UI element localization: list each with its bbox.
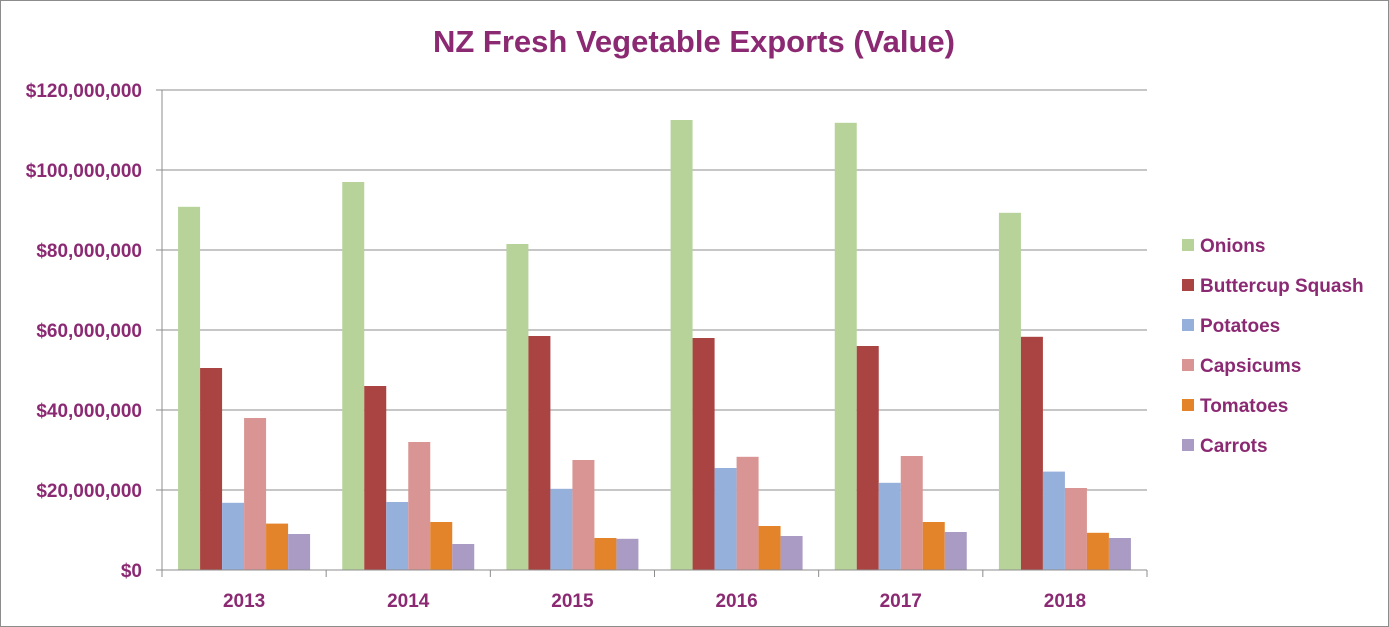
bar-potatoes-2018 <box>1042 471 1065 570</box>
bar-tomatoes-2018 <box>1086 532 1109 570</box>
y-tick-label: $120,000,000 <box>26 81 142 102</box>
bar-potatoes-2016 <box>714 468 737 570</box>
legend-label: Capsicums <box>1200 356 1301 377</box>
bar-capsicums-2014 <box>408 442 431 570</box>
legend-swatch <box>1182 399 1194 411</box>
bar-tomatoes-2017 <box>922 522 945 570</box>
y-tick-label: $80,000,000 <box>36 241 142 262</box>
y-tick-label: $60,000,000 <box>36 321 142 342</box>
legend-swatch <box>1182 279 1194 291</box>
y-tick-label: $20,000,000 <box>36 481 142 502</box>
bar-buttercup-squash-2017 <box>856 346 879 570</box>
bar-capsicums-2018 <box>1064 488 1087 570</box>
bar-onions-2017 <box>834 122 857 571</box>
legend-label: Carrots <box>1200 436 1268 457</box>
gridlines <box>162 89 1147 491</box>
chart-title: NZ Fresh Vegetable Exports (Value) <box>433 24 955 59</box>
bar-carrots-2016 <box>780 536 803 570</box>
legend-label: Buttercup Squash <box>1200 276 1364 297</box>
y-tick-label: $0 <box>121 561 142 582</box>
bar-carrots-2013 <box>288 534 311 570</box>
bar-potatoes-2015 <box>550 488 573 570</box>
bar-buttercup-squash-2015 <box>528 336 551 570</box>
bar-onions-2018 <box>998 212 1021 571</box>
bar-potatoes-2014 <box>386 502 409 570</box>
legend-swatch <box>1182 319 1194 331</box>
bar-buttercup-squash-2016 <box>692 338 715 570</box>
x-tick-label: 2013 <box>223 591 265 612</box>
bar-potatoes-2017 <box>878 482 901 570</box>
legend-swatch <box>1182 239 1194 251</box>
bars <box>178 120 1131 571</box>
bar-onions-2013 <box>178 206 201 571</box>
legend: Onions Buttercup Squash Potatoes Capsicums T… <box>1182 236 1364 457</box>
legend-label: Tomatoes <box>1200 396 1288 417</box>
legend-swatch <box>1182 359 1194 371</box>
bar-capsicums-2017 <box>900 456 923 570</box>
bar-capsicums-2015 <box>572 460 595 570</box>
bar-potatoes-2013 <box>222 502 245 570</box>
bar-capsicums-2013 <box>244 418 267 570</box>
bar-onions-2014 <box>342 182 365 570</box>
x-tick-label: 2014 <box>387 591 430 612</box>
bar-tomatoes-2016 <box>758 526 781 570</box>
bar-buttercup-squash-2018 <box>1020 336 1043 570</box>
x-tick-label: 2016 <box>715 591 757 612</box>
legend-swatch <box>1182 439 1194 451</box>
bar-tomatoes-2013 <box>266 523 289 570</box>
x-tick-label: 2018 <box>1044 591 1086 612</box>
bar-onions-2016 <box>670 120 693 570</box>
bar-tomatoes-2014 <box>430 522 453 570</box>
bar-carrots-2015 <box>616 538 639 570</box>
y-tick-label: $40,000,000 <box>36 401 142 422</box>
x-tick-label: 2015 <box>551 591 594 612</box>
x-tick-label: 2017 <box>880 591 922 612</box>
bar-buttercup-squash-2014 <box>364 386 387 570</box>
legend-label: Potatoes <box>1200 316 1280 337</box>
bar-tomatoes-2015 <box>594 538 617 570</box>
legend-label: Onions <box>1200 236 1265 257</box>
y-axis-ticks: $0 $20,000,000 $40,000,000 $60,000,000 $80,0… <box>26 81 162 582</box>
axes <box>161 90 1148 577</box>
bar-carrots-2014 <box>452 544 475 570</box>
bar-capsicums-2016 <box>736 456 759 570</box>
x-axis-ticks: 2013 2014 2015 2016 2017 2018 <box>223 591 1086 612</box>
bar-onions-2015 <box>506 244 529 570</box>
bar-carrots-2017 <box>944 532 967 570</box>
bar-carrots-2018 <box>1108 538 1131 570</box>
bar-buttercup-squash-2013 <box>200 368 223 570</box>
y-tick-label: $100,000,000 <box>26 161 142 182</box>
